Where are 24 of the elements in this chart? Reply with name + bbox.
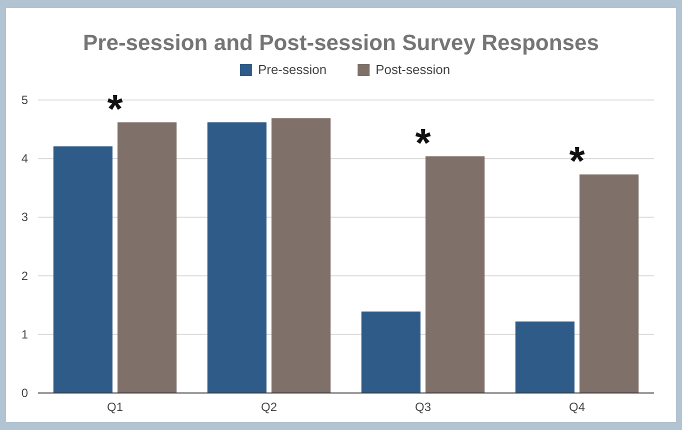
y-tick-label: 1 [21,327,28,342]
bar [580,174,639,393]
legend-label: Post-session [376,62,450,77]
y-tick-label: 5 [21,93,28,107]
y-tick-label: 0 [21,386,28,400]
y-tick-label: 2 [21,268,28,283]
bar [361,312,420,393]
annotation: * [569,139,586,184]
bar [118,122,177,393]
bar [207,122,266,393]
y-tick-label: 3 [21,210,28,224]
bar [426,156,485,393]
bar [515,322,574,393]
y-tick-label: 4 [21,152,28,166]
annotation: * [107,87,124,132]
x-tick-label: Q2 [260,400,278,414]
annotation: * [415,121,432,166]
legend-label: Pre-session [258,62,327,77]
x-tick-label: Q3 [414,400,432,414]
x-tick-label: Q1 [106,400,124,414]
chart-title: Pre-session and Post-session Survey Responses [83,30,599,55]
bar [272,118,331,393]
bar [53,146,112,393]
x-tick-label: Q4 [568,400,586,414]
